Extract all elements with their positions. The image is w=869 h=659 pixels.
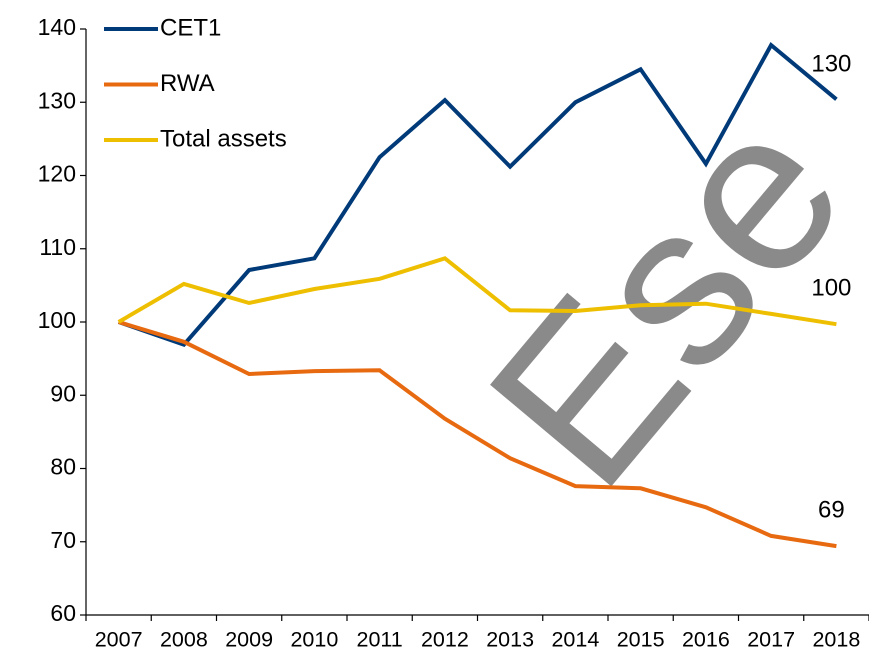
watermark: Ese xyxy=(440,64,869,533)
x-tick-label: 2016 xyxy=(682,628,730,652)
y-tick-label: 130 xyxy=(38,87,76,113)
x-tick-label: 2013 xyxy=(486,628,534,652)
y-tick-label: 120 xyxy=(38,161,76,187)
y-tick-label: 70 xyxy=(50,527,76,553)
legend-label: RWA xyxy=(160,70,215,97)
y-tick-label: 60 xyxy=(50,600,76,626)
y-tick-label: 140 xyxy=(38,14,76,40)
x-tick-label: 2017 xyxy=(747,628,795,652)
x-tick-label: 2014 xyxy=(551,628,599,652)
line-series xyxy=(117,256,837,327)
x-tick-label: 2015 xyxy=(617,628,665,652)
y-tick-label: 110 xyxy=(39,234,76,260)
x-tick-label: 2009 xyxy=(225,628,273,652)
data-label: 130 xyxy=(811,51,851,78)
legend-label: CET1 xyxy=(160,14,221,41)
x-tick-label: 2010 xyxy=(290,628,338,652)
x-tick-label: 2011 xyxy=(357,628,403,652)
x-tick-label: 2012 xyxy=(421,628,469,652)
x-tick-label: 2007 xyxy=(95,628,143,652)
y-tick-label: 80 xyxy=(50,454,76,480)
legend-label: Total assets xyxy=(160,125,287,152)
data-label: 100 xyxy=(811,275,851,302)
line-series xyxy=(118,320,837,549)
x-tick-label: 2018 xyxy=(812,628,860,652)
data-label: 69 xyxy=(818,496,845,523)
x-tick-label: 2008 xyxy=(160,628,208,652)
y-tick-label: 90 xyxy=(50,380,76,406)
y-tick-label: 100 xyxy=(38,307,76,333)
line-series xyxy=(117,42,838,348)
